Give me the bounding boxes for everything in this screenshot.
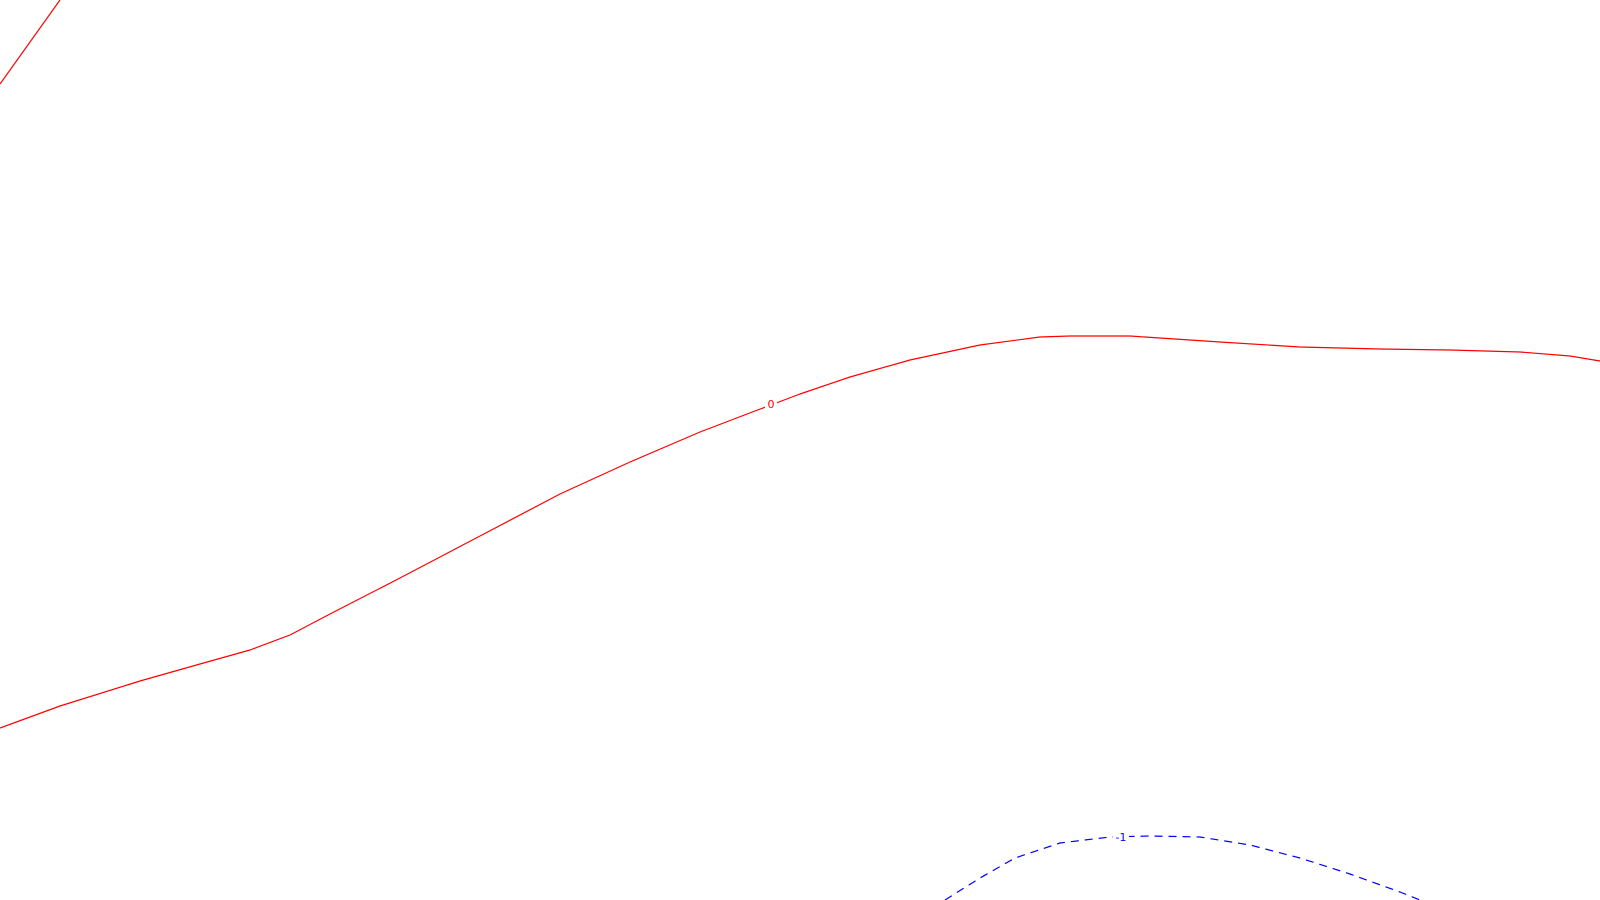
contour-line-minus-one — [944, 835, 1421, 900]
contour-label-minus-one: -1 — [1116, 831, 1127, 844]
contour-line-corner — [0, 0, 61, 85]
contour-label-zero: 0 — [768, 398, 775, 411]
contour-line-zero — [0, 335, 1600, 729]
